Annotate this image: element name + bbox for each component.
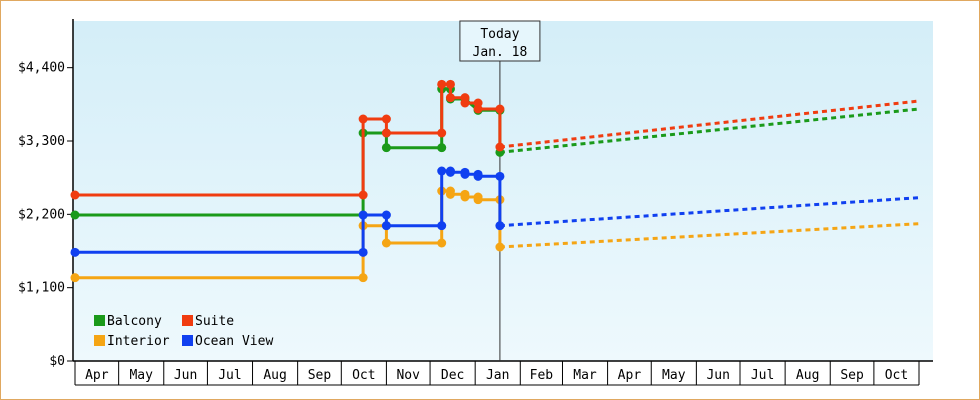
today-box bbox=[459, 20, 541, 62]
today-marker: Today Jan. 18 bbox=[459, 20, 541, 361]
data-point bbox=[381, 143, 391, 153]
x-tick-label: Aug bbox=[796, 368, 819, 383]
forecast-line-ocean-view bbox=[499, 196, 920, 228]
data-point bbox=[381, 114, 391, 124]
data-point bbox=[495, 104, 505, 114]
data-point bbox=[70, 190, 80, 200]
data-point bbox=[381, 221, 391, 231]
data-point bbox=[70, 273, 80, 283]
data-point bbox=[437, 238, 447, 248]
today-date: Jan. 18 bbox=[473, 45, 528, 60]
x-tick-label: Sep bbox=[308, 368, 332, 383]
y-tick-label: $2,200 bbox=[18, 207, 65, 222]
data-point bbox=[495, 171, 505, 181]
data-point bbox=[437, 221, 447, 231]
series-layer bbox=[70, 79, 920, 283]
data-point bbox=[358, 114, 368, 124]
y-tick-label: $0 bbox=[49, 354, 65, 369]
data-point bbox=[437, 79, 447, 89]
y-tick-label: $3,300 bbox=[18, 134, 65, 149]
legend-label-ocean-view: Ocean View bbox=[195, 334, 273, 349]
x-tick-label: Sep bbox=[840, 368, 864, 383]
x-tick-label: Feb bbox=[530, 368, 554, 383]
data-point bbox=[445, 93, 455, 103]
y-axis: $0 $1,100 $2,200 $3,300 $4,400 bbox=[18, 19, 74, 369]
data-point bbox=[358, 190, 368, 200]
data-point bbox=[381, 210, 391, 220]
data-point bbox=[70, 210, 80, 220]
forecast-line-balcony bbox=[499, 107, 920, 154]
x-axis: Apr May Jun Jul Aug Sep Oct Nov Dec Jan Feb Mar Apr M… bbox=[73, 360, 933, 386]
data-point bbox=[495, 142, 505, 152]
data-point bbox=[437, 143, 447, 153]
data-point bbox=[358, 273, 368, 283]
x-tick-label: Jan bbox=[486, 368, 509, 383]
x-tick-label: Nov bbox=[396, 368, 420, 383]
data-point bbox=[473, 104, 483, 114]
legend-label-interior: Interior bbox=[107, 334, 170, 349]
x-tick-label: Aug bbox=[263, 368, 286, 383]
x-tick-label: Jul bbox=[218, 368, 241, 383]
data-point bbox=[460, 98, 470, 108]
series-ocean-view bbox=[70, 166, 920, 257]
x-tick-label: Apr bbox=[618, 368, 642, 383]
x-tick-label: Jun bbox=[706, 368, 729, 383]
x-tick-label: Oct bbox=[352, 368, 375, 383]
data-point bbox=[495, 221, 505, 231]
legend-swatch-balcony bbox=[94, 315, 105, 326]
data-point bbox=[445, 189, 455, 199]
legend-swatch-interior bbox=[94, 335, 105, 346]
data-point bbox=[445, 79, 455, 89]
x-tick-label: Jun bbox=[174, 368, 197, 383]
forecast-line-interior bbox=[499, 222, 920, 249]
data-point bbox=[437, 128, 447, 138]
data-point bbox=[473, 195, 483, 205]
data-point bbox=[473, 171, 483, 181]
data-point bbox=[445, 167, 455, 177]
x-tick-label: Dec bbox=[441, 368, 464, 383]
data-point bbox=[381, 128, 391, 138]
series-suite bbox=[70, 79, 920, 200]
legend-swatch-suite bbox=[182, 315, 193, 326]
y-tick-label: $4,400 bbox=[18, 61, 65, 76]
x-tick-label: May bbox=[129, 368, 153, 383]
x-tick-label: May bbox=[662, 368, 686, 383]
y-tick-label: $1,100 bbox=[18, 281, 65, 296]
legend-swatch-ocean-view bbox=[182, 335, 193, 346]
data-point bbox=[437, 166, 447, 176]
x-tick-label: Jul bbox=[751, 368, 774, 383]
data-point bbox=[495, 242, 505, 252]
legend: Balcony Suite Interior Ocean View bbox=[94, 314, 273, 349]
today-label: Today bbox=[480, 27, 519, 42]
x-tick-label: Oct bbox=[885, 368, 908, 383]
x-tick-label: Mar bbox=[573, 368, 597, 383]
plot-area bbox=[73, 21, 933, 361]
data-point bbox=[381, 238, 391, 248]
data-point bbox=[70, 247, 80, 257]
legend-label-balcony: Balcony bbox=[107, 314, 162, 329]
legend-label-suite: Suite bbox=[195, 314, 234, 329]
data-point bbox=[460, 192, 470, 202]
x-tick-label: Apr bbox=[85, 368, 109, 383]
data-point bbox=[358, 247, 368, 257]
data-point bbox=[358, 210, 368, 220]
forecast-line-suite bbox=[499, 99, 920, 149]
data-point bbox=[460, 169, 470, 179]
